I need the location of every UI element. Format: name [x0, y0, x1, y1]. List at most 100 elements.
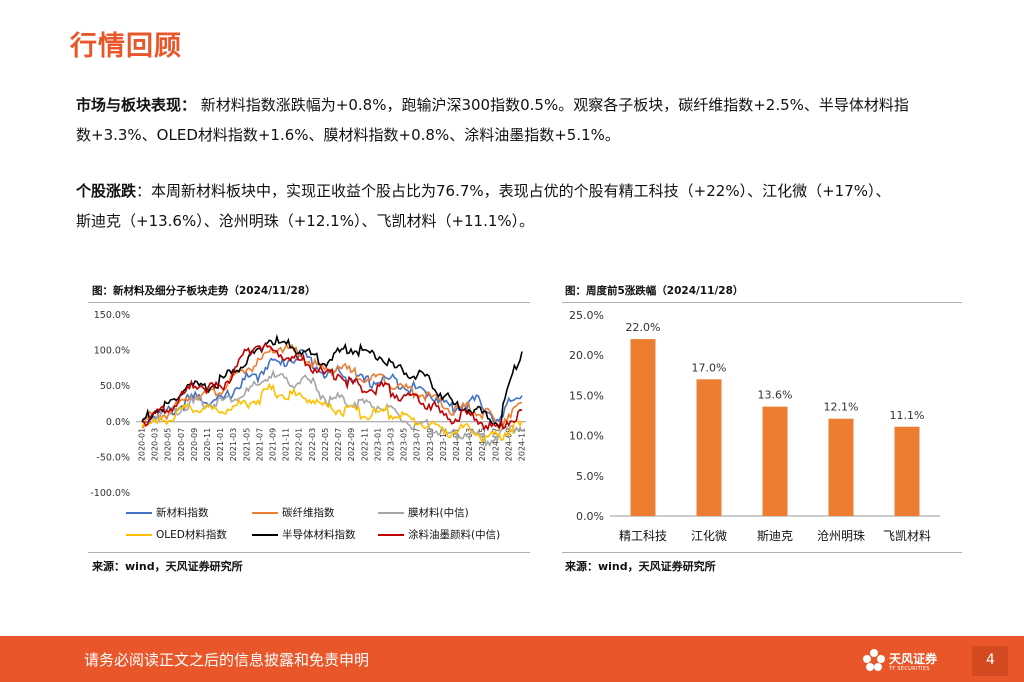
legend-swatch: [378, 533, 404, 536]
x-tick-label: 2021-05: [242, 428, 251, 461]
x-tick-label: 2023-07: [413, 428, 422, 461]
line-chart-source: 来源：wind，天风证券研究所: [92, 560, 243, 573]
x-tick-label: 2023-05: [400, 428, 409, 461]
stock-movement-label: 个股涨跌: [76, 182, 137, 200]
x-tick-label: 2021-07: [255, 428, 264, 461]
y-tick-label: -100.0%: [90, 488, 130, 499]
bar-data-label: 22.0%: [626, 321, 661, 334]
y-tick-label: 0.0%: [106, 417, 130, 428]
legend-label: 涂料油墨颜料(中信): [408, 529, 501, 541]
bar-chart-bottom-rule: [562, 552, 962, 553]
x-tick-label: 2022-01: [295, 428, 304, 461]
market-performance-line2: 数+3.3%、OLED材料指数+1.6%、膜材料指数+0.8%、涂料油墨指数+5…: [76, 126, 620, 144]
y-tick-label: 10.0%: [569, 430, 604, 443]
x-tick-label: 2024-07: [491, 428, 500, 461]
logo-subtitle: TF SECURITIES: [889, 666, 930, 672]
x-tick-label: 2023-11: [439, 428, 448, 461]
bar-data-label: 13.6%: [758, 389, 793, 402]
x-tick-label: 2024-09: [504, 428, 513, 461]
legend-swatch: [252, 533, 278, 536]
legend-swatch: [126, 533, 152, 536]
legend-label: 新材料指数: [156, 507, 209, 519]
y-tick-label: 15.0%: [569, 389, 604, 402]
legend-label: 膜材料(中信): [408, 507, 469, 519]
x-tick-label: 2023-09: [426, 428, 435, 461]
stock-movement-line2: 斯迪克（+13.6%）、沧州明珠（+12.1%）、飞凯材料（+11.1%）。: [76, 212, 535, 230]
legend-item: 膜材料(中信): [378, 505, 469, 520]
x-tick-label: 2020-07: [177, 428, 186, 461]
bar: [630, 339, 656, 516]
x-tick-label: 2020-05: [164, 428, 173, 461]
category-label: 精工科技: [619, 529, 667, 543]
market-performance-label: 市场与板块表现：: [76, 96, 197, 114]
y-tick-label: 150.0%: [94, 310, 130, 321]
x-tick-label: 2020-09: [190, 428, 199, 461]
legend-label: 碳纤维指数: [282, 507, 335, 519]
x-tick-label: 2024-11: [518, 428, 527, 461]
bar-chart-source: 来源：wind，天风证券研究所: [565, 560, 716, 573]
x-tick-label: 2021-11: [282, 428, 291, 461]
bar: [828, 418, 854, 516]
bar-chart-caption: 图：周度前5涨跌幅（2024/11/28）: [565, 285, 744, 297]
x-tick-label: 2021-03: [229, 428, 238, 461]
bar: [894, 426, 920, 516]
legend-item: 新材料指数: [126, 505, 209, 520]
x-tick-label: 2022-09: [347, 428, 356, 461]
x-tick-label: 2021-01: [216, 428, 225, 461]
page-title: 行情回顾: [70, 31, 182, 62]
disclaimer-text: 请务必阅读正文之后的信息披露和免责申明: [84, 651, 370, 669]
legend-item: 半导体材料指数: [252, 527, 356, 542]
x-tick-label: 2022-05: [321, 428, 330, 461]
flower-logo-icon: [863, 649, 885, 671]
bar-data-label: 12.1%: [824, 401, 859, 414]
legend-label: OLED材料指数: [156, 529, 227, 541]
stock-movement-line1: ：本周新材料板块中，实现正收益个股占比为76.7%，表现占优的个股有精工科技（+…: [136, 182, 891, 200]
legend-item: OLED材料指数: [126, 527, 227, 542]
y-tick-label: 20.0%: [569, 349, 604, 362]
y-tick-label: 25.0%: [569, 309, 604, 322]
x-tick-label: 2022-03: [308, 428, 317, 461]
bar-chart-top-rule: [562, 302, 962, 303]
category-label: 飞凯材料: [883, 529, 931, 543]
legend-swatch: [126, 511, 152, 514]
sector-trend-line-chart: 150.0% 100.0% 50.0% 0.0% -50.0% -100.0% 2020-0…: [90, 310, 527, 499]
x-tick-label: 2022-07: [334, 428, 343, 461]
x-tick-label: 2023-01: [373, 428, 382, 461]
page-number: 4: [986, 652, 995, 668]
x-tick-label: 2020-11: [203, 428, 212, 461]
y-tick-label: 5.0%: [576, 470, 604, 483]
line-chart-bottom-rule: [88, 552, 530, 553]
legend-swatch: [252, 511, 278, 514]
category-label: 沧州明珠: [817, 528, 865, 543]
legend-label: 半导体材料指数: [282, 529, 356, 541]
y-tick-label: 100.0%: [94, 346, 130, 357]
stock-movement-paragraph: 个股涨跌：本周新材料板块中，实现正收益个股占比为76.7%，表现占优的个股有精工…: [76, 176, 956, 236]
bar-data-label: 17.0%: [692, 361, 727, 374]
x-tick-label: 2023-03: [386, 428, 395, 461]
legend-swatch: [378, 511, 404, 514]
x-tick-label: 2022-11: [360, 428, 369, 461]
category-label: 江化微: [691, 529, 727, 543]
market-performance-paragraph: 市场与板块表现： 新材料指数涨跌幅为+0.8%，跑输沪深300指数0.5%。观察…: [76, 90, 956, 150]
line-chart-top-rule: [88, 302, 530, 303]
x-tick-label: 2024-01: [452, 428, 461, 461]
line-chart-caption: 图：新材料及细分子板块走势（2024/11/28）: [92, 285, 316, 297]
series-line: [141, 382, 523, 444]
category-label: 斯迪克: [757, 529, 793, 543]
x-tick-label: 2024-05: [478, 428, 487, 461]
legend-item: 涂料油墨颜料(中信): [378, 527, 500, 542]
bar: [762, 406, 788, 516]
tf-securities-logo: 天风证券 TF SECURITIES: [862, 646, 942, 676]
market-performance-line1: 新材料指数涨跌幅为+0.8%，跑输沪深300指数0.5%。观察各子板块，碳纤维指…: [200, 96, 909, 114]
series-line: [141, 341, 523, 432]
page-number-box: [972, 646, 1008, 676]
x-tick-label: 2021-09: [269, 428, 278, 461]
top5-bar-chart: 25.0% 20.0% 15.0% 10.0% 5.0% 0.0% 22.0% 精工科技 17.…: [569, 309, 940, 543]
bar: [696, 379, 722, 516]
series-line: [141, 333, 523, 429]
y-tick-label: 50.0%: [100, 381, 130, 392]
y-tick-label: -50.0%: [96, 452, 130, 463]
x-tick-label: 2024-03: [465, 428, 474, 461]
footer-bar: 请务必阅读正文之后的信息披露和免责申明: [0, 636, 1024, 682]
x-tick-label: 2020-03: [151, 428, 160, 461]
